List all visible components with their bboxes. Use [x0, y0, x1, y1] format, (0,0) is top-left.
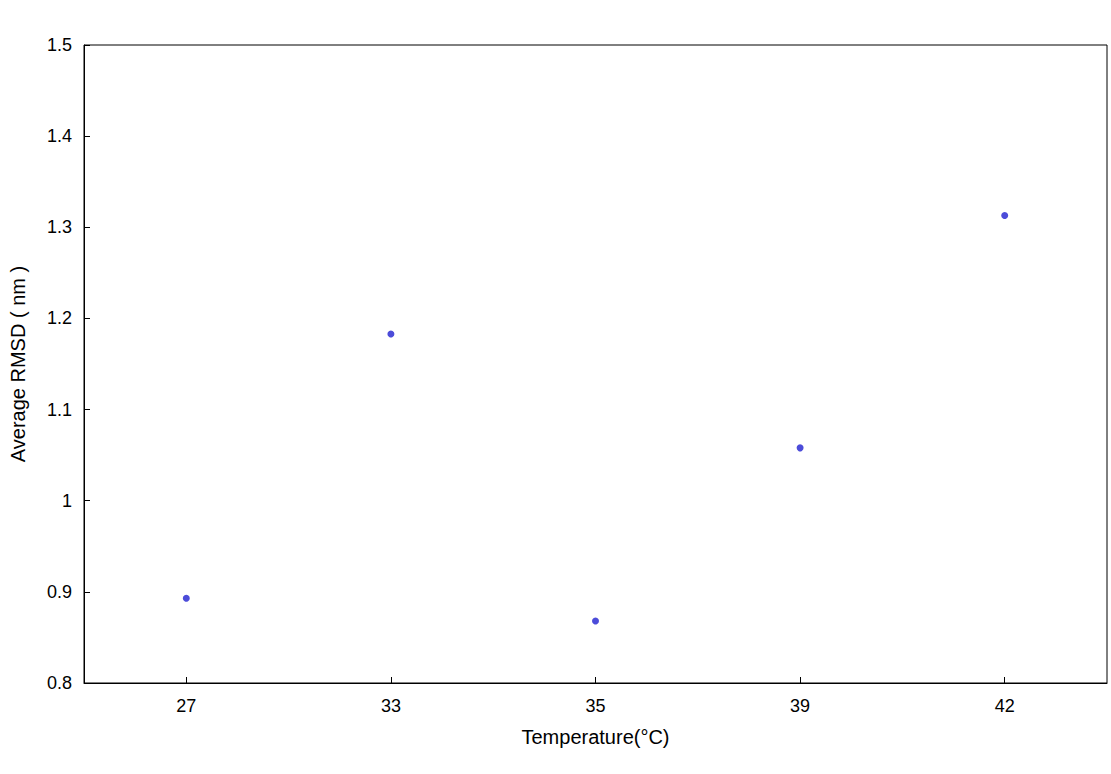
svg-text:1.4: 1.4: [47, 126, 72, 146]
svg-text:Temperature(°C): Temperature(°C): [521, 726, 669, 748]
svg-text:33: 33: [381, 696, 401, 716]
svg-text:1.5: 1.5: [47, 35, 72, 55]
svg-text:1.1: 1.1: [47, 400, 72, 420]
svg-text:0.9: 0.9: [47, 582, 72, 602]
svg-text:27: 27: [176, 696, 196, 716]
svg-text:1: 1: [62, 491, 72, 511]
svg-text:39: 39: [790, 696, 810, 716]
svg-text:1.2: 1.2: [47, 308, 72, 328]
svg-text:Average RMSD ( nm ): Average RMSD ( nm ): [7, 266, 29, 462]
svg-text:0.8: 0.8: [47, 673, 72, 693]
svg-text:42: 42: [995, 696, 1015, 716]
svg-text:1.3: 1.3: [47, 217, 72, 237]
svg-text:35: 35: [585, 696, 605, 716]
